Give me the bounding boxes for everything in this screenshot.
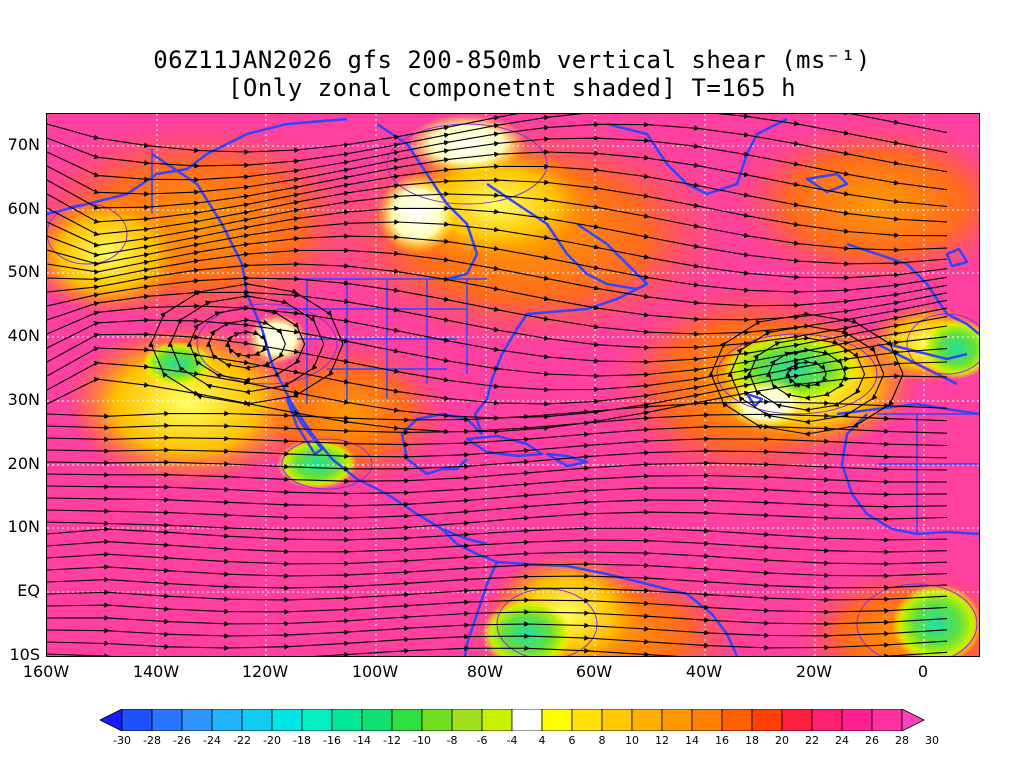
colorbar-tick-label: 14 [685,734,699,747]
lat-label-10s: 10S [9,645,40,664]
colorbar-tick-label: -18 [293,734,311,747]
colorbar-box [661,709,693,731]
colorbar-tick-label: -16 [323,734,341,747]
colorbar-tick-label: 10 [625,734,639,747]
colorbar-tick-label: 26 [865,734,879,747]
colorbar-tick-label: -26 [173,734,191,747]
colorbar-tick-label: 22 [805,734,819,747]
colorbar-tick-label: -30 [113,734,131,747]
colorbar-tick-label: 28 [895,734,909,747]
colorbar-box [481,709,513,731]
colorbar-box [151,709,183,731]
lon-label-120w: 120W [241,662,289,681]
lat-label-50n: 50N [7,262,40,281]
colorbar-tick-label: 30 [925,734,939,747]
chart-title: 06Z11JAN2026 gfs 200-850mb vertical shea… [153,46,871,74]
streamline [47,497,948,521]
colorbar-box [331,709,363,731]
streamline [708,311,904,437]
colorbar-tick-label: -22 [233,734,251,747]
colorbar-tick-label: -6 [476,734,488,747]
colorbar-box [811,709,843,731]
lon-label-100w: 100W [351,662,399,681]
colorbar-box [241,709,273,731]
lon-label-80w: 80W [466,662,504,681]
streamline [47,509,948,533]
colorbar-box [871,709,903,731]
lon-label-140w: 140W [132,662,180,681]
colorbar-box [781,709,813,731]
colorbar-tick-label: -10 [413,734,431,747]
colorbar-box [361,709,393,731]
colorbar-box [571,709,603,731]
colorbar-tick-label: -20 [263,734,281,747]
shear-map [46,113,980,657]
colorbar-tick-label: -8 [446,734,458,747]
colorbar-tick-label: -28 [143,734,161,747]
colorbar [100,709,924,731]
colorbar-box [541,709,573,731]
colorbar-tick-label: 4 [538,734,546,747]
colorbar-box [451,709,483,731]
colorbar-box [301,709,333,731]
colorbar-tick-label: -12 [383,734,401,747]
lon-label-20w: 20W [795,662,833,681]
chart-subtitle: [Only zonal componetnt shaded] T=165 h [227,74,797,102]
lat-label-20n: 20N [7,454,40,473]
shading-layer [47,114,979,656]
colorbar-box [181,709,213,731]
colorbar-tick-label: 24 [835,734,849,747]
lat-label-eq: EQ [17,581,40,600]
streamlines [47,114,948,656]
colorbar-arrow-high [901,709,924,731]
colorbar-box [841,709,873,731]
streamline [47,561,948,579]
colorbar-tick-label: -24 [203,734,221,747]
colorbar-box [691,709,723,731]
streamline [148,281,344,407]
colorbar-tick-label: 16 [715,734,729,747]
colorbar-box [421,709,453,731]
colorbar-box [631,709,663,731]
colorbar-tick-label: 8 [598,734,606,747]
lon-label-60w: 60W [575,662,613,681]
lat-label-10n: 10N [7,517,40,536]
colorbar-tick-label: 18 [745,734,759,747]
streamline [47,537,948,555]
colorbar-tick-label: -4 [506,734,518,747]
colorbar-box [211,709,243,731]
colorbar-arrow-low [100,709,123,731]
lat-label-40n: 40N [7,326,40,345]
colorbar-box [271,709,303,731]
colorbar-box [121,709,153,731]
lat-label-30n: 30N [7,390,40,409]
map-canvas [47,114,979,656]
colorbar-box [511,709,543,731]
colorbar-tick-label: 6 [568,734,576,747]
streamline [47,645,948,656]
colorbar-box [751,709,783,731]
colorbar-tick-label: -14 [353,734,371,747]
streamline [47,485,948,509]
colorbar-box [721,709,753,731]
lat-label-70n: 70N [7,135,40,154]
lon-label-160w: 160W [22,662,70,681]
colorbar-box [601,709,633,731]
colorbar-tick-label: 12 [655,734,669,747]
colorbar-tick-label: 20 [775,734,789,747]
lon-label-40w: 40W [685,662,723,681]
lon-label-0: 0 [917,662,929,681]
streamline [47,525,948,543]
lat-label-60n: 60N [7,199,40,218]
colorbar-box [391,709,423,731]
